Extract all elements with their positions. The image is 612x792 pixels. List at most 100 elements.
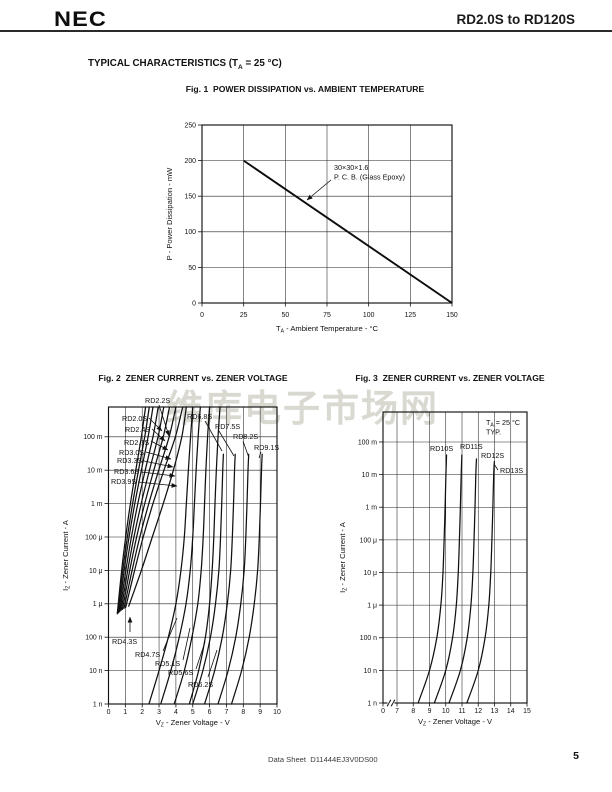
series-RD13S (466, 461, 495, 704)
svg-text:TA - Ambient Temperature - °C: TA - Ambient Temperature - °C (276, 324, 379, 335)
svg-text:RD9.1S: RD9.1S (254, 443, 279, 452)
svg-text:150: 150 (185, 194, 197, 201)
svg-text:9: 9 (258, 709, 262, 716)
svg-text:RD4.3S: RD4.3S (112, 637, 137, 646)
series-RD2.7S (119, 406, 159, 612)
series-RD2.0S (116, 406, 147, 615)
svg-text:RD5.6S: RD5.6S (168, 668, 193, 677)
series-RD2.4S (118, 406, 154, 613)
svg-text:RD6.8S: RD6.8S (187, 412, 212, 421)
footer-doc-number: Data Sheet D11444EJ3V0DS00 (268, 755, 378, 764)
series-RD5.1S (160, 406, 201, 705)
svg-text:RD2.2S: RD2.2S (145, 396, 170, 405)
svg-text:RD5.1S: RD5.1S (155, 659, 180, 668)
section-title-post: = 25 °C) (242, 58, 282, 69)
series-RD10S (417, 454, 448, 704)
svg-text:1 m: 1 m (91, 501, 103, 508)
svg-text:RD11S: RD11S (460, 442, 483, 451)
page-number: 5 (573, 750, 579, 762)
svg-text:1: 1 (123, 709, 127, 716)
svg-text:5: 5 (191, 709, 195, 716)
svg-text:100 μ: 100 μ (85, 534, 102, 541)
fig3-chart: 0 7 8 9 10 11 12 13 14 15 100 m 10 m 1 m 100 μ 10 μ 1 μ… (338, 411, 531, 728)
svg-text:3: 3 (157, 709, 161, 716)
series-RD6.8S (192, 453, 225, 705)
svg-text:100 m: 100 m (358, 439, 377, 446)
svg-text:VZ - Zener Voltage - V: VZ - Zener Voltage - V (418, 717, 493, 728)
svg-text:13: 13 (491, 708, 499, 715)
svg-text:125: 125 (405, 312, 417, 319)
svg-text:RD2.4S: RD2.4S (125, 425, 150, 434)
series-RD2.2S (117, 406, 150, 614)
svg-text:10: 10 (442, 708, 450, 715)
svg-text:2: 2 (140, 709, 144, 716)
svg-text:200: 200 (185, 158, 197, 165)
series-RD7.5S (203, 453, 236, 705)
fig1-chart: 0 25 50 75 100 125 150 0 50 100 150 200 250 30×30×1.6… (165, 122, 458, 335)
svg-text:IZ - Zener Current - A: IZ - Zener Current - A (61, 519, 72, 591)
svg-text:9: 9 (428, 708, 432, 715)
section-title-pre: TYPICAL CHARACTERISTICS (T (88, 58, 239, 69)
series-RD11S (433, 454, 463, 704)
svg-text:6: 6 (208, 709, 212, 716)
series-RD4.3S (128, 406, 187, 607)
series-RD8.2S (217, 453, 250, 705)
svg-text:150: 150 (446, 312, 458, 319)
watermark-text: 维库电子市场网 (166, 387, 439, 430)
section-title-sub: A (238, 63, 243, 71)
header-rule (0, 30, 612, 33)
svg-text:100 n: 100 n (85, 635, 102, 642)
svg-text:1 n: 1 n (367, 700, 377, 707)
svg-text:11: 11 (458, 708, 465, 715)
svg-text:8: 8 (411, 708, 415, 715)
svg-text:75: 75 (323, 312, 331, 319)
svg-text:1 m: 1 m (366, 505, 378, 512)
svg-text:P - Power Dissipation - mW: P - Power Dissipation - mW (165, 167, 174, 261)
svg-text:1 n: 1 n (93, 701, 103, 708)
svg-text:50: 50 (188, 265, 196, 272)
svg-text:RD3.0S: RD3.0S (119, 448, 144, 457)
series-RD3.9S (125, 406, 184, 609)
svg-text:RD3.9S: RD3.9S (111, 477, 136, 486)
svg-text:15: 15 (523, 708, 531, 715)
svg-text:RD12S: RD12S (481, 451, 504, 460)
svg-text:1 μ: 1 μ (367, 603, 377, 610)
svg-text:RD2.0S: RD2.0S (122, 414, 147, 423)
svg-text:RD8.2S: RD8.2S (233, 432, 258, 441)
svg-text:0: 0 (200, 312, 204, 319)
svg-text:12: 12 (474, 708, 482, 715)
svg-text:0: 0 (107, 709, 111, 716)
series-RD5.6S (173, 406, 211, 705)
series-RD9.1S (230, 453, 263, 705)
series-RD6.2S (188, 406, 221, 705)
fig3-title: Fig. 3 ZENER CURRENT vs. ZENER VOLTAGE (355, 373, 545, 383)
svg-text:4: 4 (174, 709, 178, 716)
svg-text:8: 8 (241, 709, 245, 716)
svg-text:0: 0 (381, 708, 385, 715)
svg-text:100 μ: 100 μ (360, 537, 377, 544)
svg-text:10 m: 10 m (87, 468, 103, 475)
nec-logo: NEC (54, 8, 108, 31)
svg-text:10 μ: 10 μ (363, 570, 377, 577)
svg-text:100: 100 (185, 229, 197, 236)
series-RD4.7S (148, 406, 194, 705)
svg-text:0: 0 (192, 300, 196, 307)
fig2-chart: 0 1 2 3 4 5 6 7 8 9 10 100 m 10 m 1 m 100 μ 10 μ 1 μ 100 … (61, 396, 281, 729)
svg-text:RD6.2S: RD6.2S (188, 680, 213, 689)
series-RD12S (448, 458, 478, 704)
svg-text:RD3.3S: RD3.3S (117, 456, 142, 465)
svg-text:50: 50 (281, 312, 289, 319)
svg-text:250: 250 (185, 122, 197, 129)
series-RD3.0S (120, 406, 165, 611)
series-derating-line (243, 159, 453, 304)
fig2-title: Fig. 2 ZENER CURRENT vs. ZENER VOLTAGE (98, 373, 288, 383)
svg-text:RD13S: RD13S (500, 466, 523, 475)
svg-text:7: 7 (225, 709, 229, 716)
svg-text:14: 14 (507, 708, 515, 715)
svg-text:100 n: 100 n (360, 635, 377, 642)
svg-text:100 m: 100 m (83, 434, 102, 441)
svg-text:RD7.5S: RD7.5S (215, 422, 240, 431)
svg-text:10 m: 10 m (362, 472, 378, 479)
svg-text:RD3.6S: RD3.6S (114, 467, 139, 476)
